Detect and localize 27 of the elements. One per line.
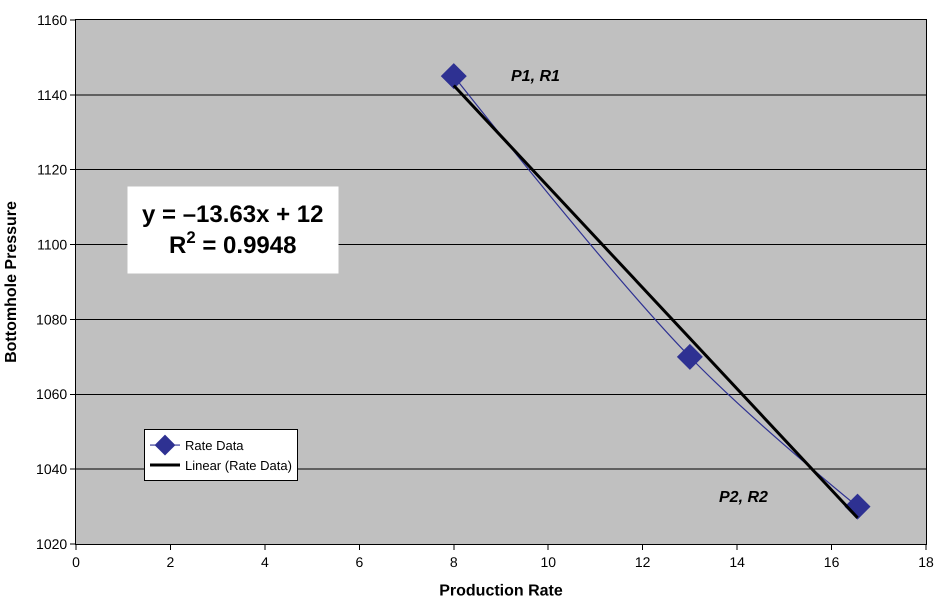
x-tick-label: 14: [729, 554, 746, 570]
x-tick-label: 10: [540, 554, 556, 570]
x-tick-label: 4: [260, 554, 269, 570]
y-tick-label: 1020: [36, 536, 68, 552]
legend-label: Linear (Rate Data): [185, 458, 292, 474]
x-tick-label: 16: [824, 554, 840, 570]
y-tick-label: 1080: [36, 311, 68, 328]
x-tick-label: 8: [450, 554, 458, 570]
x-tick-label: 0: [72, 554, 80, 570]
x-axis-title: Production Rate: [439, 582, 563, 600]
y-tick-label: 1040: [36, 461, 68, 478]
annotation: y = –13.63x + 12 R$^{2}$ = 0.9948: [142, 201, 324, 260]
point: [676, 344, 703, 370]
annotation: P1, R1: [511, 68, 560, 85]
point: [440, 63, 467, 90]
y-tick-label: 1140: [37, 86, 68, 103]
y-tick-label: 1120: [37, 162, 68, 178]
y-axis-title: Bottomhole Pressure: [2, 200, 20, 363]
y-tick-label: 1160: [37, 12, 68, 28]
legend-label: Rate Data: [185, 438, 244, 454]
x-tick-label: 18: [918, 554, 934, 570]
x-tick-label: 12: [634, 554, 651, 570]
y-tick-label: 1060: [36, 386, 68, 402]
x-tick-label: 2: [166, 554, 175, 570]
y-tick-label: 1100: [37, 236, 68, 252]
annotation: P2, R2: [719, 489, 768, 506]
x-tick-label: 6: [355, 554, 364, 570]
